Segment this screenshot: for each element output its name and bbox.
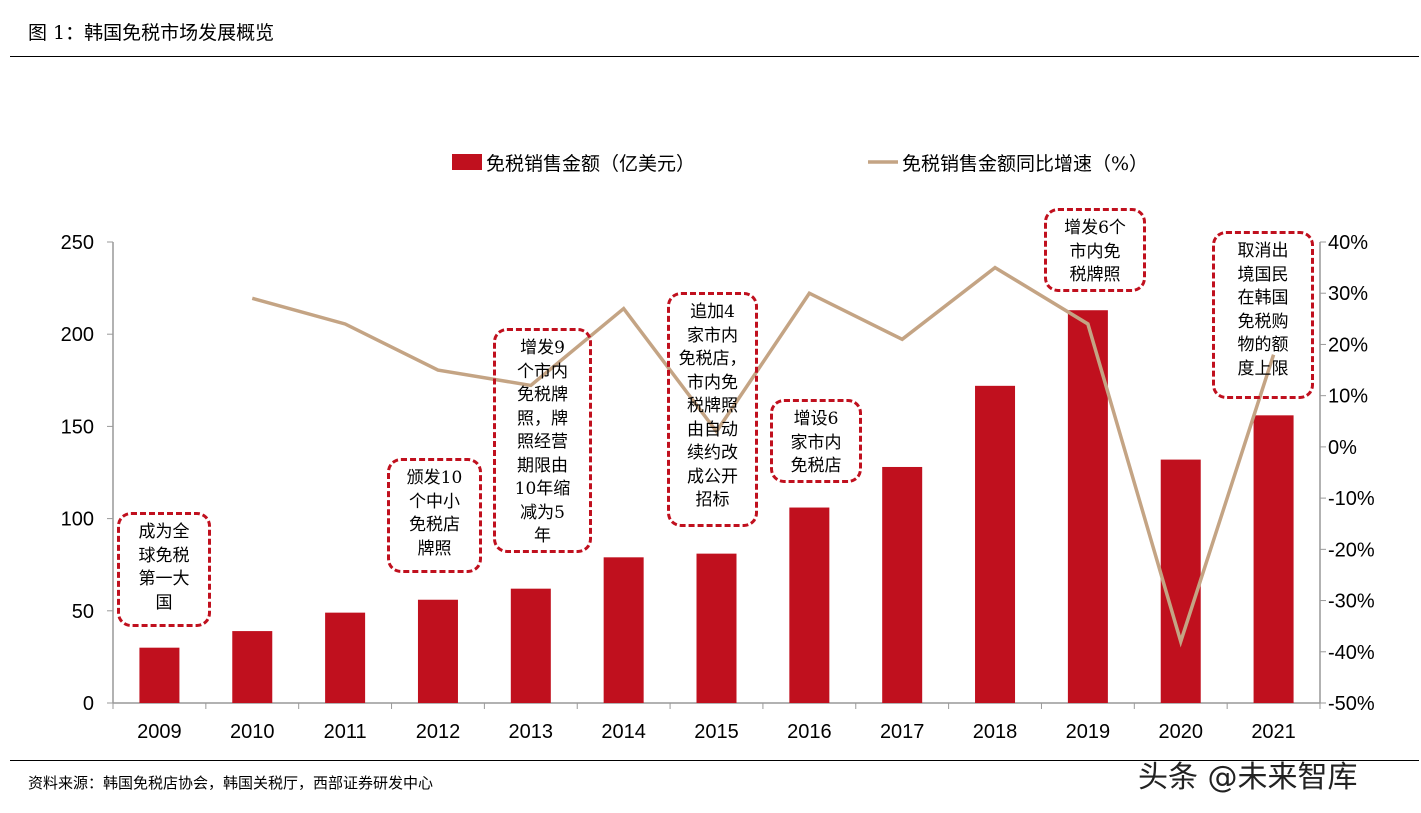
annotation-line: 招标 [695, 490, 730, 510]
annotation-line: 追加4 [690, 302, 735, 322]
annotation-line: 球免税 [138, 545, 190, 566]
bottom-divider [10, 760, 1419, 761]
x-tick-label: 2013 [509, 721, 554, 743]
annotation-2009: 成为全球免税第一大国 [117, 512, 211, 627]
annotation-line: 市内免 [687, 372, 738, 393]
bar-2016 [789, 507, 830, 703]
annotation-line: 成为全 [138, 522, 190, 542]
bar-2021 [1253, 415, 1294, 703]
bar-2011 [325, 612, 366, 703]
x-tick-label: 2017 [880, 721, 925, 743]
legend-line-label: 免税销售金额同比增速（%） [902, 153, 1148, 175]
annotation-2016: 增设6 家市内免税店 [770, 399, 862, 483]
right-tick-label: 30% [1328, 283, 1368, 305]
bar-2020 [1160, 459, 1201, 703]
annotation-2021: 取消出境国民在韩国免税购物的额度上限 [1212, 231, 1314, 399]
x-tick-label: 2012 [416, 721, 461, 743]
annotation-line: 期限由 [517, 455, 568, 476]
annotation-line: 颁发10 [406, 468, 463, 488]
right-tick-label: -50% [1328, 693, 1375, 715]
annotation-2015: 追加4 家市内免税店， 市内免税牌照由自动续约改成公开招标 [667, 292, 758, 527]
source-note: 资料来源：韩国免税店协会，韩国关税厅，西部证券研发中心 [28, 774, 434, 792]
right-tick-label: 10% [1328, 386, 1368, 408]
annotation-line: 第一大 [138, 569, 190, 589]
annotation-line: 成公开 [687, 466, 738, 487]
right-tick-label: -10% [1328, 488, 1375, 510]
annotation-line: 免税店， [678, 349, 747, 369]
annotation-line: 度上限 [1237, 358, 1289, 379]
annotation-line: 续约改 [687, 443, 738, 463]
bar-2009 [139, 647, 180, 703]
annotation-line: 照经营 [517, 432, 568, 452]
legend-bar-label: 免税销售金额（亿美元） [486, 153, 695, 175]
annotation-line: 减为5 [520, 502, 565, 523]
annotation-line: 物的额 [1237, 335, 1289, 355]
x-tick-label: 2020 [1158, 721, 1203, 743]
annotation-line: 增发6个 [1064, 218, 1126, 238]
bar-2018 [975, 385, 1016, 703]
annotation-line: 免税店 [790, 456, 842, 476]
bar-2014 [603, 557, 644, 703]
figure-title: 图 1：韩国免税市场发展概览 [28, 22, 275, 44]
annotation-line: 牌照 [417, 538, 452, 559]
annotation-line: 市内免 [1069, 241, 1121, 262]
annotation-line: 10年缩 [514, 479, 571, 499]
bar-2015 [696, 553, 737, 703]
annotation-line: 个市内 [517, 361, 568, 382]
annotation-line: 境国民 [1237, 264, 1289, 285]
annotation-line: 年 [534, 526, 551, 546]
x-tick-label: 2009 [137, 721, 182, 743]
annotation-line: 税牌照 [687, 396, 738, 416]
annotation-line: 由自动 [687, 419, 738, 440]
bar-2017 [882, 466, 923, 703]
annotation-line: 国 [155, 592, 173, 613]
x-tick-label: 2015 [694, 721, 739, 743]
annotation-line: 家市内 [790, 432, 842, 453]
right-tick-label: 0% [1328, 437, 1357, 459]
left-tick-label: 0 [83, 693, 94, 715]
left-tick-label: 100 [61, 509, 94, 531]
right-tick-label: -20% [1328, 539, 1375, 561]
bar-2013 [510, 588, 551, 703]
annotation-2012: 颁发10 个中小免税店牌照 [387, 458, 482, 573]
growth-line [251, 265, 1276, 648]
left-tick-label: 200 [61, 324, 94, 346]
x-tick-label: 2018 [973, 721, 1018, 743]
x-tick-label: 2016 [787, 721, 832, 743]
annotation-line: 照，牌 [517, 408, 568, 429]
right-tick-label: 20% [1328, 334, 1368, 356]
bar-2010 [232, 631, 273, 703]
annotation-line: 个中小 [409, 491, 460, 512]
x-tick-label: 2010 [230, 721, 275, 743]
left-tick-label: 150 [61, 416, 94, 438]
annotation-line: 增设6 [793, 409, 839, 429]
right-tick-label: -30% [1328, 591, 1375, 613]
x-tick-label: 2011 [324, 721, 367, 743]
right-tick-label: 40% [1328, 232, 1368, 254]
annotation-line: 家市内 [687, 325, 738, 346]
annotation-2013: 增发9 个市内免税牌照，牌照经营期限由 10年缩减为5 年 [493, 328, 592, 553]
left-tick-label: 50 [72, 601, 94, 623]
annotation-line: 增发9 [520, 338, 565, 358]
left-tick-label: 250 [61, 232, 94, 254]
x-tick-label: 2021 [1251, 721, 1296, 743]
annotation-line: 免税店 [409, 515, 460, 535]
annotation-line: 在韩国 [1237, 288, 1289, 308]
legend-bar-swatch [452, 154, 482, 170]
annotation-line: 免税购 [1237, 311, 1289, 332]
x-tick-label: 2019 [1066, 721, 1111, 743]
watermark: 头条 @未来智库 [1138, 760, 1358, 795]
annotation-line: 取消出 [1237, 241, 1289, 261]
right-tick-label: -40% [1328, 642, 1375, 664]
x-tick-label: 2014 [601, 721, 646, 743]
annotation-line: 免税牌 [517, 385, 568, 405]
top-divider [10, 56, 1419, 57]
bar-2012 [417, 599, 458, 703]
annotation-2019: 增发6个市内免税牌照 [1044, 208, 1146, 292]
annotation-line: 税牌照 [1069, 265, 1121, 285]
